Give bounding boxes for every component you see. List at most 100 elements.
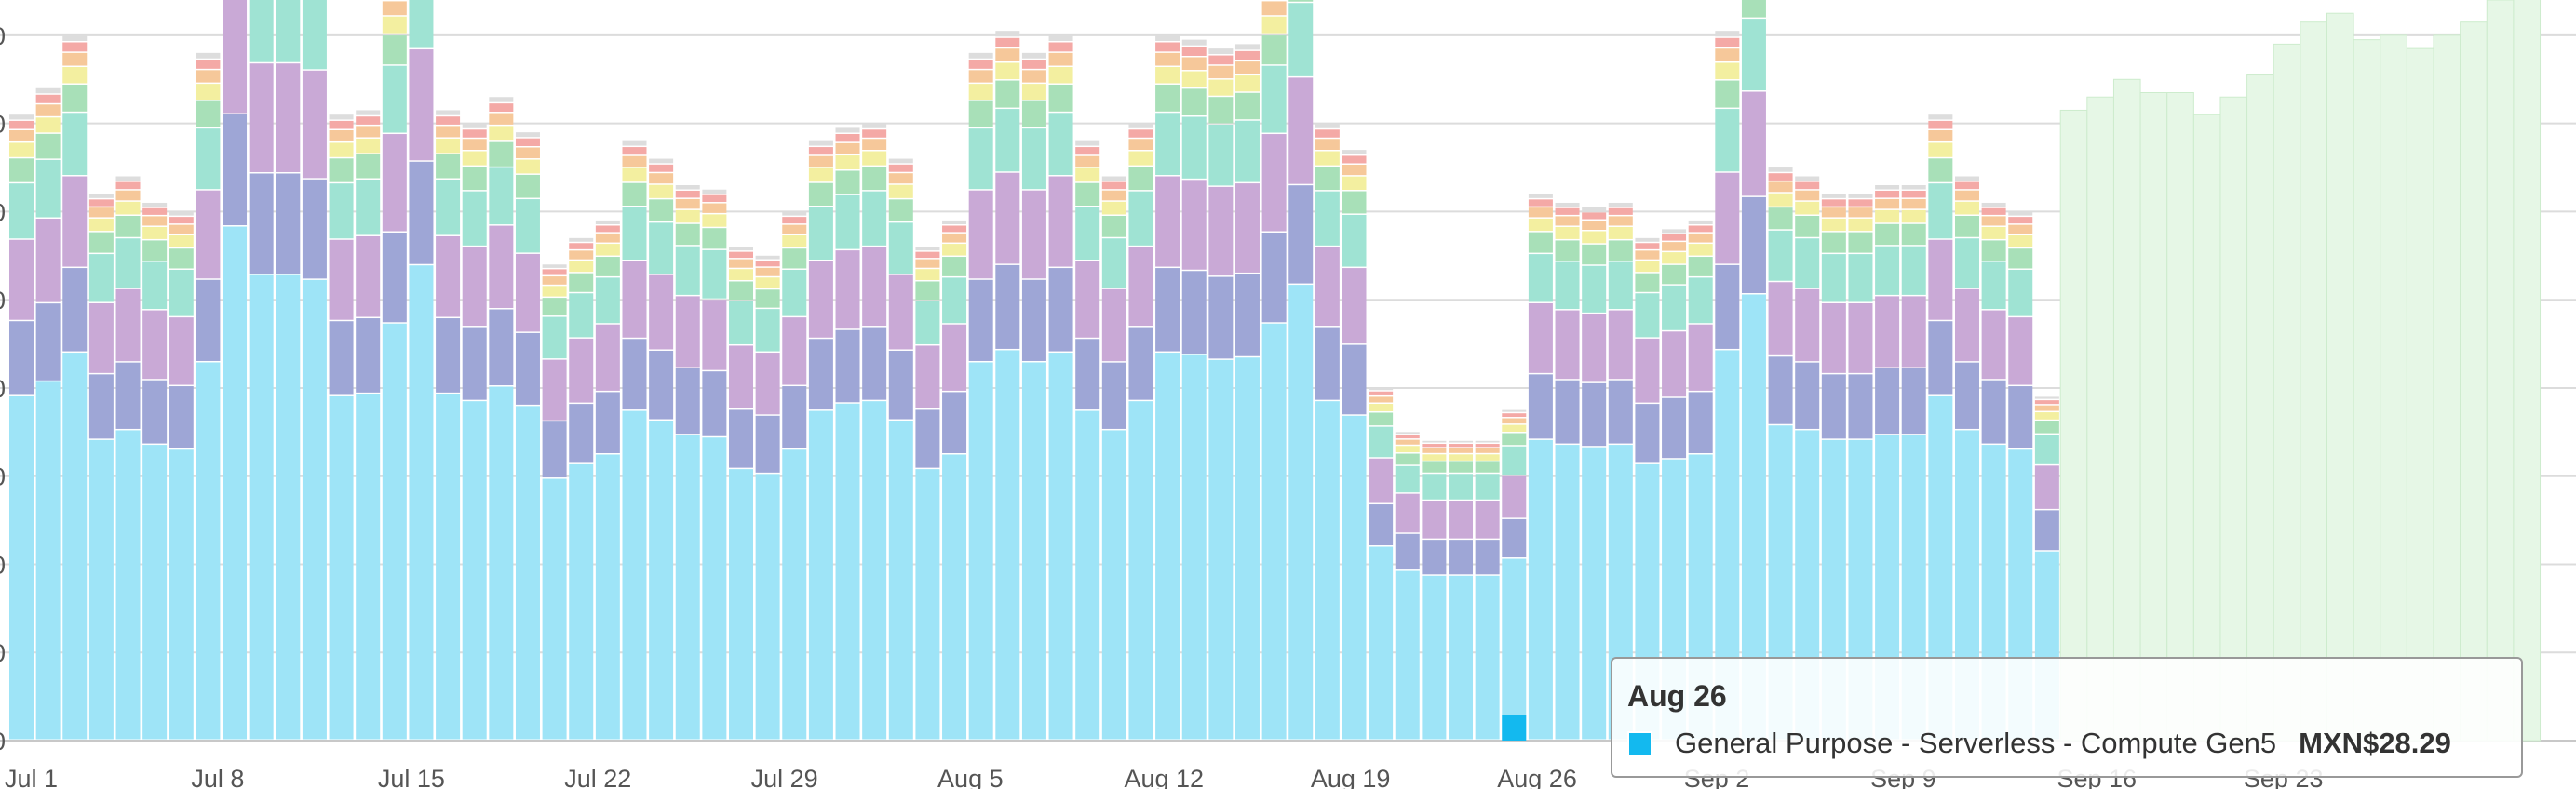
bar-segment (1688, 277, 1713, 324)
bar-segment (35, 159, 61, 218)
bar-segment (915, 345, 940, 408)
bar-segment (1075, 182, 1100, 207)
bar-segment (1582, 382, 1607, 447)
y-tick-label: 0 (0, 111, 6, 139)
bar-segment (1954, 238, 1979, 288)
bar-stack (649, 158, 674, 740)
bar-segment (1155, 84, 1180, 112)
bar-stack (862, 123, 887, 740)
bar-segment (1954, 201, 1979, 215)
bar-segment (2008, 224, 2033, 234)
bar-segment (1768, 181, 1793, 193)
bar-segment (862, 139, 887, 151)
bar-segment (1875, 190, 1900, 198)
bar-segment (595, 392, 620, 453)
bar-segment (995, 172, 1020, 264)
bar-segment (1608, 380, 1633, 444)
bar-segment (1768, 230, 1793, 281)
bar-stack (169, 211, 194, 740)
bar-segment (1208, 79, 1234, 96)
bar-segment (382, 35, 407, 65)
bar-segment (35, 219, 61, 302)
bar-segment (436, 116, 461, 125)
bar-segment (862, 123, 887, 128)
bar-segment (329, 142, 354, 157)
bar-segment (462, 129, 487, 138)
forecast-bar (2353, 39, 2381, 742)
bar-segment (115, 215, 141, 237)
bar-stack (196, 52, 221, 740)
bar-segment (808, 261, 833, 338)
bar-segment (808, 167, 833, 182)
bar-segment (782, 248, 807, 269)
bar-segment (1021, 70, 1046, 83)
y-tick-label: 0 (0, 375, 6, 403)
bar-segment (142, 240, 168, 261)
bar-segment (329, 183, 354, 239)
bar-stack (1315, 123, 1340, 740)
bar-segment (569, 338, 594, 403)
bar-segment (808, 155, 833, 167)
bar-segment (1128, 327, 1153, 400)
bar-segment (1342, 415, 1367, 740)
bar-segment (1234, 61, 1260, 74)
bar-stack (1234, 44, 1260, 740)
bar-segment (888, 184, 913, 198)
bar-segment (1155, 34, 1180, 41)
bar-stack (595, 220, 620, 740)
bar-segment (1155, 67, 1180, 84)
bar-stack (1502, 409, 1527, 741)
bar-segment (1635, 273, 1660, 292)
bar-segment (1048, 42, 1073, 52)
y-tick-label: 0 (0, 287, 6, 314)
bar-segment (755, 255, 780, 260)
bar-segment (196, 128, 221, 190)
bar-stack (755, 255, 780, 740)
bar-segment (1928, 239, 1953, 320)
bar-stack (1582, 207, 1607, 740)
bar-segment (1369, 412, 1394, 426)
bar-segment (1475, 540, 1500, 575)
bar-segment (542, 269, 567, 275)
bar-stack (1288, 0, 1314, 740)
bar-segment (196, 100, 221, 127)
bar-segment (1315, 139, 1340, 151)
bar-segment (169, 269, 194, 316)
bar-stack (1128, 123, 1153, 740)
bar-stack (62, 34, 88, 740)
bar-segment (968, 60, 993, 69)
bar-segment (169, 235, 194, 247)
bar-segment (1688, 257, 1713, 276)
bar-segment (835, 329, 860, 403)
bar-segment (808, 147, 833, 155)
bar-segment (1715, 37, 1740, 47)
bar-segment (436, 138, 461, 154)
bar-segment (702, 228, 727, 249)
bar-segment (62, 42, 88, 52)
bar-stack (1261, 1, 1287, 740)
bar-segment (1795, 238, 1820, 288)
bar-segment (1101, 362, 1126, 429)
bar-segment (862, 151, 887, 166)
bar-stack (1208, 48, 1234, 740)
bar-segment (1075, 140, 1100, 146)
bar-segment (515, 199, 540, 253)
bar-segment (1954, 190, 1979, 201)
bar-segment (1181, 271, 1207, 354)
bar-segment (1981, 226, 2006, 239)
bar-segment (1582, 207, 1607, 211)
bar-segment (1181, 180, 1207, 270)
bar-segment (808, 207, 833, 260)
bar-segment (968, 279, 993, 361)
forecast-bar (2219, 96, 2248, 742)
bar-segment (1422, 440, 1447, 443)
bar-segment (142, 310, 168, 380)
bar-segment (995, 80, 1020, 108)
bar-segment (995, 350, 1020, 740)
bar-segment (1662, 234, 1687, 241)
bar-segment (1261, 65, 1287, 133)
bar-segment (329, 120, 354, 129)
bar-segment (462, 191, 487, 246)
bar-segment (1261, 323, 1287, 740)
bar-segment (169, 248, 194, 269)
